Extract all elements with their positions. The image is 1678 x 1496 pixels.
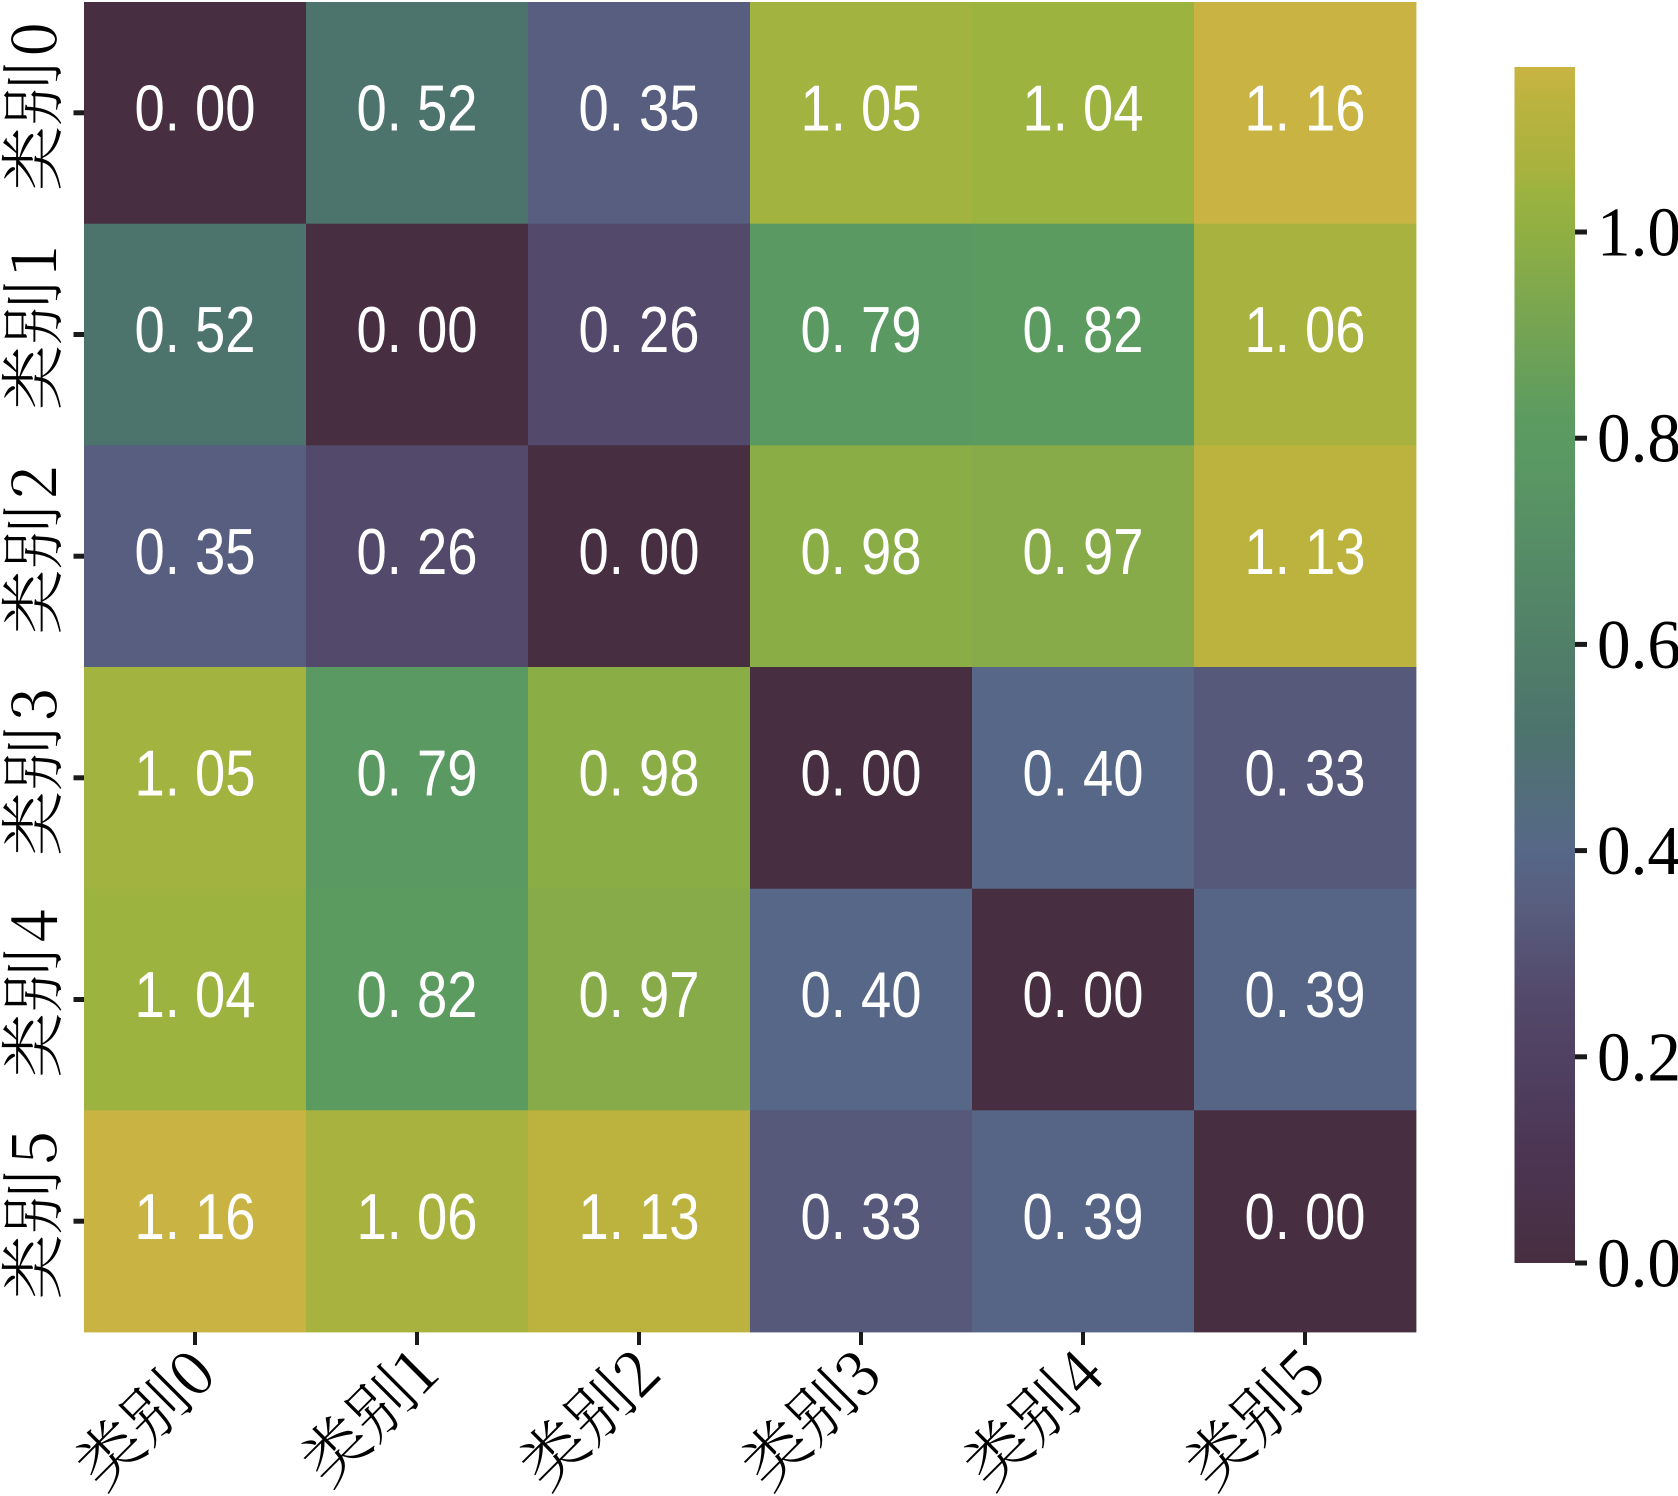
svg-text:1. 06: 1. 06 — [1245, 293, 1366, 366]
svg-text:1. 04: 1. 04 — [135, 958, 256, 1031]
svg-text:0. 97: 0. 97 — [579, 958, 700, 1031]
svg-text:1.0: 1.0 — [1597, 195, 1678, 272]
svg-text:1. 04: 1. 04 — [1023, 71, 1144, 144]
svg-text:0. 79: 0. 79 — [801, 293, 922, 366]
svg-text:0. 00: 0. 00 — [357, 293, 478, 366]
svg-text:0. 82: 0. 82 — [1023, 293, 1144, 366]
svg-text:0. 82: 0. 82 — [357, 958, 478, 1031]
svg-text:0. 00: 0. 00 — [1245, 1180, 1366, 1253]
svg-text:0.2: 0.2 — [1597, 1019, 1678, 1096]
svg-text:0.8: 0.8 — [1597, 401, 1678, 478]
svg-text:0. 79: 0. 79 — [357, 736, 478, 809]
svg-text:0. 35: 0. 35 — [135, 515, 256, 588]
svg-text:1. 06: 1. 06 — [357, 1180, 478, 1253]
svg-text:0.6: 0.6 — [1597, 607, 1678, 684]
svg-text:0. 00: 0. 00 — [579, 515, 700, 588]
svg-text:0. 33: 0. 33 — [1245, 736, 1366, 809]
svg-text:0.4: 0.4 — [1597, 813, 1678, 890]
svg-text:1. 16: 1. 16 — [135, 1180, 256, 1253]
svg-text:1. 05: 1. 05 — [801, 71, 922, 144]
svg-text:0. 39: 0. 39 — [1245, 958, 1366, 1031]
svg-text:0. 98: 0. 98 — [801, 515, 922, 588]
svg-text:0. 97: 0. 97 — [1023, 515, 1144, 588]
svg-text:1. 16: 1. 16 — [1245, 71, 1366, 144]
svg-text:0. 26: 0. 26 — [357, 515, 478, 588]
svg-text:0. 00: 0. 00 — [135, 71, 256, 144]
svg-text:0. 33: 0. 33 — [801, 1180, 922, 1253]
svg-text:0. 40: 0. 40 — [801, 958, 922, 1031]
svg-text:0. 40: 0. 40 — [1023, 736, 1144, 809]
svg-text:0. 35: 0. 35 — [579, 71, 700, 144]
svg-text:0. 26: 0. 26 — [579, 293, 700, 366]
svg-text:0. 39: 0. 39 — [1023, 1180, 1144, 1253]
svg-text:0. 00: 0. 00 — [801, 736, 922, 809]
svg-text:0.0: 0.0 — [1597, 1226, 1678, 1303]
svg-text:1. 13: 1. 13 — [579, 1180, 700, 1253]
svg-text:0. 00: 0. 00 — [1023, 958, 1144, 1031]
svg-text:0. 52: 0. 52 — [135, 293, 256, 366]
svg-text:1. 13: 1. 13 — [1245, 515, 1366, 588]
svg-text:1. 05: 1. 05 — [135, 736, 256, 809]
svg-text:0. 98: 0. 98 — [579, 736, 700, 809]
svg-text:0. 52: 0. 52 — [357, 71, 478, 144]
